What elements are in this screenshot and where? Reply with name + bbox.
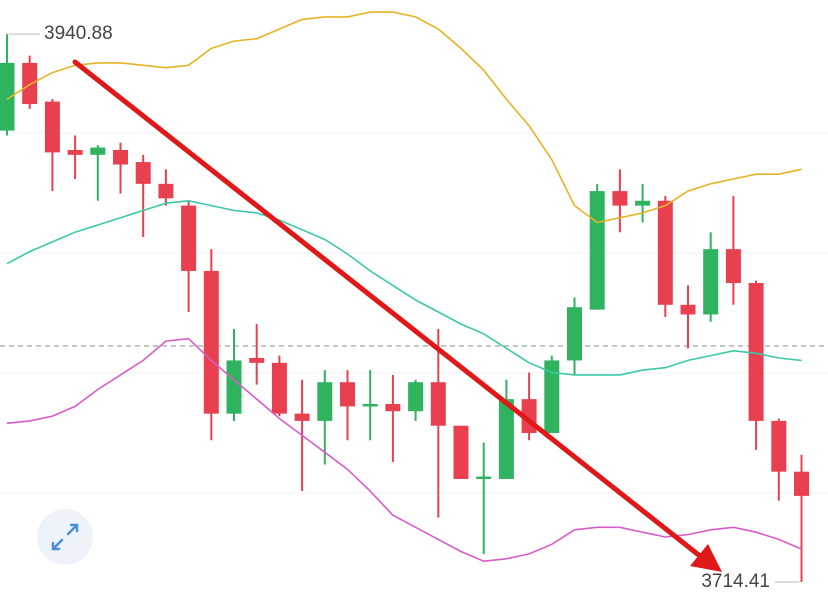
candle	[748, 280, 764, 450]
candle-body	[113, 149, 128, 165]
candle-body	[498, 399, 514, 479]
candle	[135, 154, 151, 238]
arrow-line	[72, 59, 703, 559]
candle-body	[612, 191, 628, 206]
expand-button[interactable]	[37, 509, 93, 565]
candle	[589, 183, 605, 310]
candle	[226, 328, 242, 421]
candle-body	[135, 162, 151, 184]
candle	[544, 355, 560, 433]
candle	[249, 324, 265, 385]
candle-body	[317, 382, 333, 421]
candle-body	[362, 403, 378, 407]
candle-body	[249, 358, 265, 363]
expand-button-bg[interactable]	[37, 509, 93, 565]
band-line	[6, 337, 802, 563]
candle	[385, 374, 401, 463]
band-line	[6, 199, 802, 376]
candle	[317, 370, 333, 465]
candle-body	[680, 304, 696, 315]
candle-body	[340, 382, 355, 407]
candle-body	[589, 191, 605, 310]
band-line	[6, 11, 802, 224]
candle-body	[748, 283, 764, 421]
candle-body	[226, 360, 242, 414]
candle	[771, 418, 787, 501]
candle	[67, 135, 83, 180]
candle-body	[203, 270, 219, 414]
candle	[430, 328, 446, 518]
candle-body	[158, 183, 174, 199]
candle	[408, 379, 424, 421]
candle-body	[567, 307, 582, 361]
candle	[657, 195, 673, 317]
candle-body	[453, 425, 469, 479]
candle-body	[22, 62, 38, 105]
candle	[635, 183, 651, 223]
candle	[567, 297, 582, 375]
candle	[680, 285, 696, 349]
candle	[521, 372, 537, 441]
candle-body	[725, 249, 741, 284]
candle-body	[430, 382, 446, 426]
candle	[725, 195, 741, 305]
candle-body	[544, 360, 560, 433]
expand-icon[interactable]	[51, 523, 79, 551]
candle-body	[635, 200, 651, 206]
candle-body	[408, 382, 424, 412]
candle	[271, 355, 287, 417]
candle	[158, 169, 174, 206]
background-grid	[0, 132, 828, 494]
candle-body	[476, 476, 492, 480]
candle	[362, 370, 378, 441]
candle	[203, 249, 219, 441]
plot-area	[0, 11, 828, 582]
candle-body	[90, 147, 106, 155]
candle-body	[703, 249, 719, 315]
high-label: 3940.88	[44, 23, 113, 44]
candle-body	[771, 420, 787, 472]
candle-body	[294, 413, 310, 421]
candle-body	[385, 403, 401, 412]
candle	[612, 169, 628, 233]
candle-body	[44, 101, 60, 153]
candle	[476, 442, 492, 554]
candle	[498, 379, 514, 479]
candle	[340, 370, 355, 441]
candle	[181, 200, 197, 313]
candle-body	[794, 471, 809, 496]
candle	[90, 145, 106, 201]
candle	[453, 425, 469, 479]
candle	[794, 454, 809, 582]
trend-arrow	[72, 59, 722, 572]
candle	[113, 142, 128, 194]
arrow-head	[690, 544, 722, 572]
candle-body	[0, 62, 15, 131]
candle-body	[181, 205, 197, 271]
candle	[44, 99, 60, 192]
candle	[0, 34, 15, 136]
candle	[703, 232, 719, 322]
candle-body	[271, 362, 287, 414]
candle-body	[67, 149, 83, 155]
candle	[22, 55, 38, 109]
candle-body	[657, 200, 673, 305]
low-label: 3714.41	[701, 571, 770, 592]
